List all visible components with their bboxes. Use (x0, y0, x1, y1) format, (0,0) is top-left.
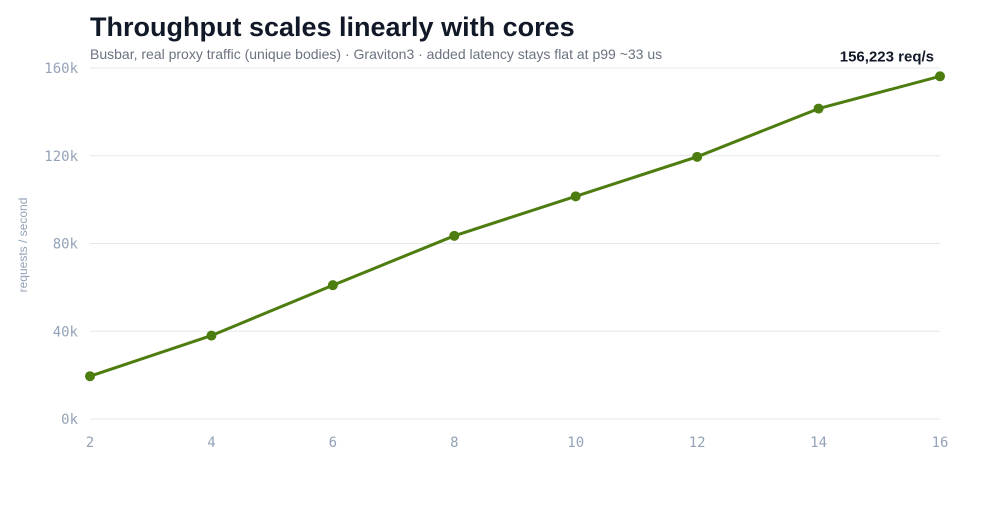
data-point (570, 191, 581, 202)
x-tick-label: 10 (567, 435, 584, 451)
x-tick-label: 8 (450, 435, 458, 451)
value-annotation: 156,223 req/s (840, 48, 934, 65)
y-tick-label: 40k (53, 324, 79, 340)
y-axis-title: requests / second (16, 198, 30, 293)
y-tick-labels: 0k 40k 80k 120k 160k (44, 61, 78, 428)
chart-title: Throughput scales linearly with cores (90, 12, 575, 42)
x-tick-label: 4 (207, 435, 215, 451)
annotations: 156,223 req/s (840, 48, 934, 65)
y-tick-label: 120k (44, 149, 78, 165)
y-tick-label: 0k (61, 412, 78, 428)
series-layer (85, 71, 945, 382)
x-tick-label: 16 (932, 435, 949, 451)
y-tick-label: 160k (44, 61, 78, 77)
y-tick-label: 80k (53, 237, 79, 253)
x-tick-label: 2 (86, 435, 94, 451)
x-tick-label: 12 (689, 435, 706, 451)
x-tick-labels: 2 4 6 8 10 12 14 16 (86, 435, 949, 451)
data-point (206, 330, 217, 341)
series-line (88, 74, 942, 378)
chart-subtitle: Busbar, real proxy traffic (unique bodie… (90, 46, 663, 62)
x-tick-label: 6 (329, 435, 337, 451)
gridlines (90, 67, 940, 420)
data-point (85, 371, 95, 382)
data-point (692, 151, 703, 162)
data-point (935, 71, 945, 82)
data-point (327, 280, 338, 291)
data-point (813, 103, 824, 114)
x-tick-label: 14 (810, 435, 827, 451)
data-point (449, 230, 460, 241)
